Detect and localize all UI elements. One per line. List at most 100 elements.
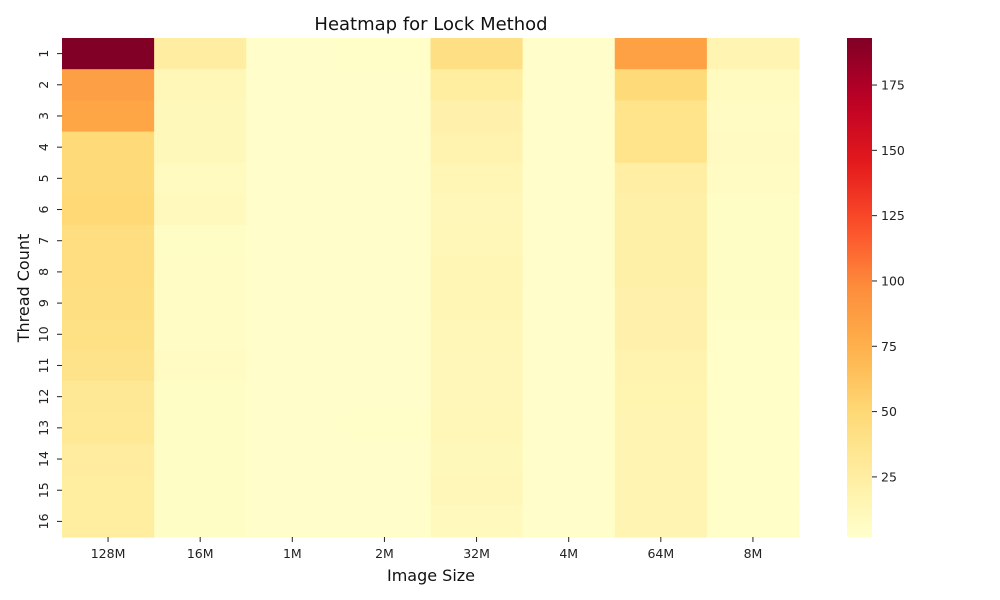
heatmap-cell (430, 38, 524, 70)
heatmap-cell (706, 474, 800, 507)
heatmap-cell (706, 349, 800, 382)
x-tick-label: 4M (559, 546, 578, 561)
heatmap-cell (614, 505, 708, 538)
heatmap-cell (62, 474, 155, 507)
heatmap-cell (614, 287, 708, 320)
heatmap-cell (62, 225, 155, 257)
y-tick-label: 12 (36, 389, 51, 405)
colorbar (847, 38, 872, 537)
colorbar-tick-label: 125 (881, 208, 905, 223)
heatmap-cell (522, 318, 616, 351)
heatmap-cell (430, 225, 524, 257)
heatmap-cell (338, 131, 432, 164)
heatmap-cell (430, 381, 524, 413)
heatmap-cell (62, 349, 155, 382)
heatmap-cell (522, 131, 616, 164)
heatmap-cell (154, 162, 247, 195)
y-tick-label: 13 (36, 420, 51, 436)
heatmap-cell (522, 412, 616, 445)
chart-title: Heatmap for Lock Method (314, 14, 547, 35)
y-tick-label: 1 (36, 50, 51, 58)
heatmap-cell (338, 443, 432, 476)
heatmap-cell (62, 69, 155, 101)
heatmap-cell (246, 256, 339, 289)
heatmap-cell (522, 443, 616, 476)
heatmap-cell (154, 69, 247, 101)
heatmap-cell (62, 100, 155, 133)
heatmap-cell (614, 318, 708, 351)
colorbar-tick-label: 150 (881, 143, 905, 158)
heatmap-cell (522, 505, 616, 538)
heatmap-cell (246, 69, 339, 101)
heatmap-cell (522, 225, 616, 257)
x-axis-title: Image Size (387, 566, 475, 585)
heatmap-cell (614, 443, 708, 476)
x-tick-label: 64M (647, 546, 674, 561)
heatmap-cell (338, 287, 432, 320)
heatmap-cell (338, 381, 432, 413)
y-tick-label: 10 (36, 326, 51, 342)
heatmap-cell (246, 100, 339, 133)
heatmap-cell (62, 318, 155, 351)
heatmap-cell (62, 256, 155, 289)
heatmap-cell (430, 193, 524, 226)
heatmap-cell (62, 443, 155, 476)
heatmap-cell (154, 225, 247, 257)
heatmap-cell (62, 381, 155, 413)
heatmap-cell (154, 474, 247, 507)
heatmap-cell (706, 162, 800, 195)
heatmap-cell (522, 162, 616, 195)
heatmap-cell (338, 412, 432, 445)
heatmap-cell (246, 412, 339, 445)
heatmap-cell (706, 505, 800, 538)
heatmap-cell (522, 69, 616, 101)
heatmap-cell (246, 381, 339, 413)
heatmap-cell (154, 412, 247, 445)
y-tick-label: 9 (36, 299, 51, 307)
y-tick-label: 14 (36, 451, 51, 467)
heatmap-cell (706, 443, 800, 476)
heatmap-cell (614, 381, 708, 413)
heatmap-cell (246, 474, 339, 507)
heatmap-cell (430, 412, 524, 445)
heatmap-cell (154, 318, 247, 351)
heatmap-cell (614, 38, 708, 70)
heatmap-cell (338, 349, 432, 382)
heatmap-cell (706, 412, 800, 445)
heatmap-cell (246, 318, 339, 351)
heatmap-cell (430, 162, 524, 195)
y-tick-label: 16 (36, 513, 51, 529)
heatmap-cell (154, 131, 247, 164)
heatmap-cell (614, 349, 708, 382)
heatmap-cell (154, 287, 247, 320)
y-tick-label: 7 (36, 237, 51, 245)
heatmap-cell (706, 131, 800, 164)
heatmap-cell (338, 162, 432, 195)
heatmap-cell (706, 69, 800, 101)
x-axis-ticks: 128M 16M 1M 2M 32M 4M 64M 8M (91, 537, 762, 561)
heatmap-cell (430, 349, 524, 382)
heatmap-cell (522, 287, 616, 320)
heatmap-cell (614, 100, 708, 133)
heatmap-cell (430, 474, 524, 507)
heatmap-cell (338, 225, 432, 257)
heatmap-cell (706, 381, 800, 413)
heatmap-cell (338, 318, 432, 351)
heatmap-cell (706, 193, 800, 226)
heatmap-cell (614, 474, 708, 507)
heatmap-cell (154, 38, 247, 70)
heatmap-cell (154, 505, 247, 538)
y-tick-label: 4 (36, 143, 51, 151)
heatmap-cell (522, 100, 616, 133)
heatmap-cell (154, 100, 247, 133)
heatmap-cell (614, 193, 708, 226)
heatmap-cell (430, 505, 524, 538)
heatmap-cell (706, 225, 800, 257)
heatmap-cell (62, 505, 155, 538)
heatmap-cell (522, 474, 616, 507)
colorbar-tick-label: 175 (881, 78, 905, 93)
heatmap-cell (154, 349, 247, 382)
heatmap-cell (430, 318, 524, 351)
